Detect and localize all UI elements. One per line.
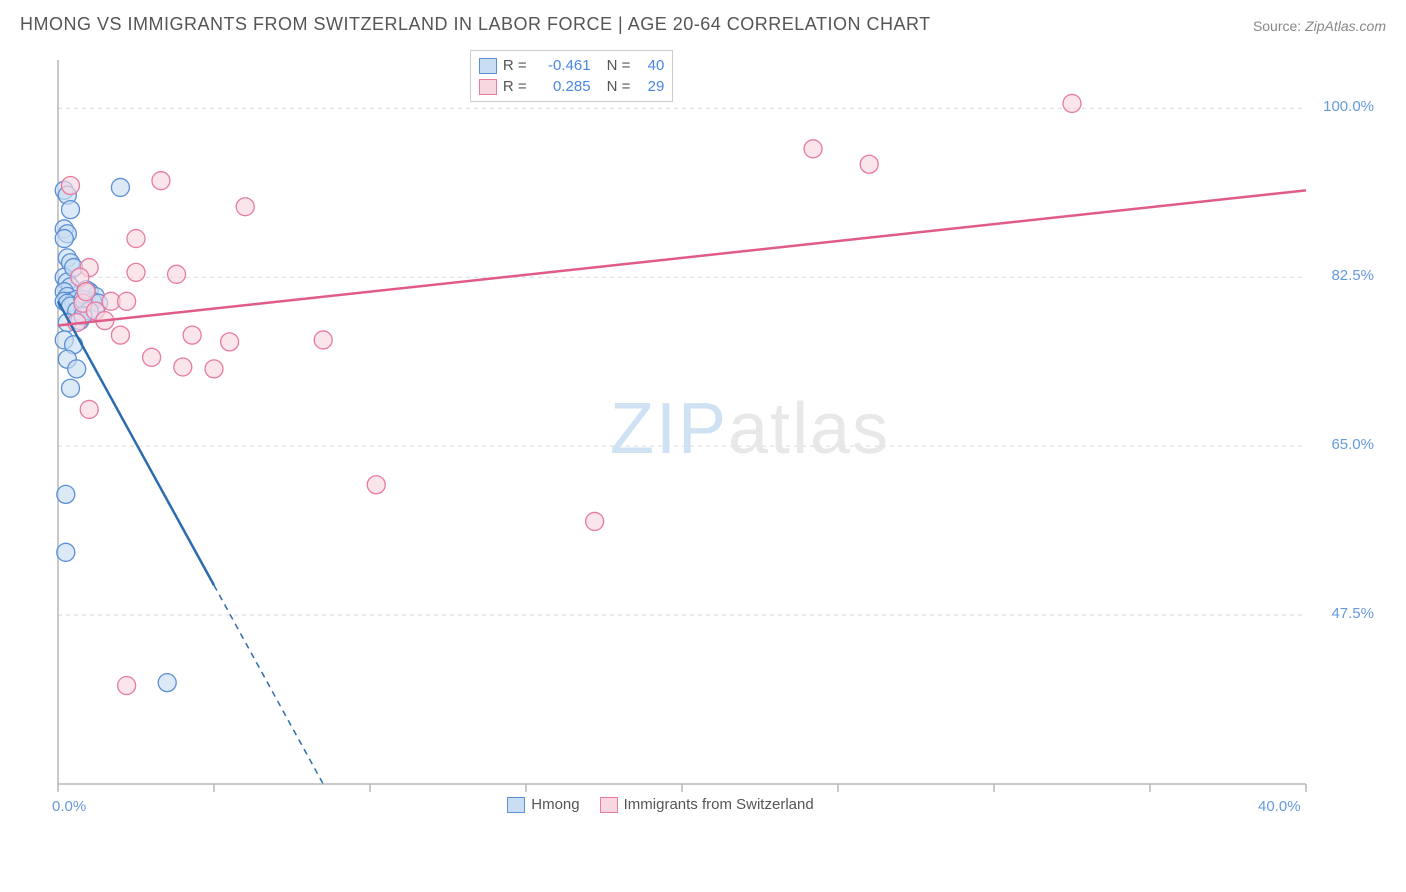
stat-legend-row: R = -0.461 N = 40: [479, 55, 665, 76]
chart-title: HMONG VS IMMIGRANTS FROM SWITZERLAND IN …: [20, 14, 931, 35]
y-tick-label: 100.0%: [1323, 98, 1374, 115]
stat-n-label: N =: [607, 57, 631, 74]
legend-label: Hmong: [531, 796, 579, 813]
stat-r-value: 0.285: [533, 78, 591, 95]
stat-n-value: 40: [636, 57, 664, 74]
stat-r-label: R =: [503, 57, 527, 74]
stat-n-label: N =: [607, 78, 631, 95]
correlation-legend: R = -0.461 N = 40 R = 0.285 N = 29: [470, 50, 674, 102]
legend-swatch: [507, 797, 525, 813]
stat-r-label: R =: [503, 78, 527, 95]
stat-legend-row: R = 0.285 N = 29: [479, 76, 665, 97]
y-tick-label: 82.5%: [1331, 267, 1374, 284]
legend-item: Hmong: [507, 796, 579, 813]
y-tick-label: 65.0%: [1331, 436, 1374, 453]
legend-item: Immigrants from Switzerland: [600, 796, 814, 813]
legend-label: Immigrants from Switzerland: [624, 796, 814, 813]
legend-swatch: [600, 797, 618, 813]
x-tick-label: 40.0%: [1258, 798, 1301, 815]
y-tick-label: 47.5%: [1331, 605, 1374, 622]
plot-area: ZIPatlas R =-0.461N =40R =0.285N =29 Hmo…: [50, 48, 1386, 820]
legend-swatch: [479, 79, 497, 95]
stat-r-value: -0.461: [533, 57, 591, 74]
legend-swatch: [479, 58, 497, 74]
series-legend: Hmong Immigrants from Switzerland: [507, 796, 813, 813]
chart-container: HMONG VS IMMIGRANTS FROM SWITZERLAND IN …: [0, 0, 1406, 892]
source-attribution: Source: ZipAtlas.com: [1253, 18, 1386, 34]
x-tick-label: 0.0%: [52, 798, 86, 815]
stat-n-value: 29: [636, 78, 664, 95]
source-label: Source:: [1253, 18, 1301, 34]
source-value: ZipAtlas.com: [1305, 18, 1386, 34]
scatter-svg: [50, 48, 1386, 820]
